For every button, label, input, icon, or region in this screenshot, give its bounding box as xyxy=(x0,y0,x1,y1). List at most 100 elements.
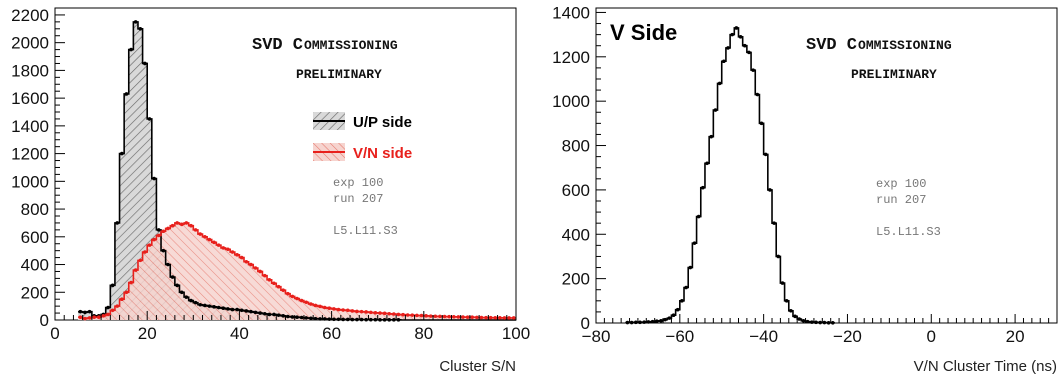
right-y-tick-label: 1200 xyxy=(552,48,590,67)
left-series-1-point xyxy=(281,288,285,292)
left-series-0-point xyxy=(83,310,87,315)
right-y-tick-label: 800 xyxy=(562,137,590,156)
left-x-tick-label: 40 xyxy=(230,324,249,343)
left-series-0-point xyxy=(156,228,161,232)
left-series-1-point xyxy=(138,258,143,263)
left-series-1-point xyxy=(170,223,175,228)
left-series-0-point xyxy=(313,316,318,321)
left-series-0-point xyxy=(143,61,147,66)
right-x-tick-label: −60 xyxy=(665,327,694,346)
right-series-0-point xyxy=(822,320,827,325)
left-series-1-point xyxy=(258,269,262,274)
left-series-1-point xyxy=(433,314,438,319)
right-title: SVD COMMISSIONING xyxy=(806,36,952,55)
right-series-0-point xyxy=(701,185,705,190)
left-preliminary-label: PRELIMINARY xyxy=(296,67,382,82)
left-series-1-point xyxy=(101,314,106,318)
left-series-1-point xyxy=(124,290,129,295)
left-series-0-point xyxy=(267,312,272,317)
left-series-0-point xyxy=(235,307,239,312)
left-series-1-point xyxy=(96,315,101,320)
left-series-0-point xyxy=(115,221,120,225)
left-series-1-point xyxy=(387,311,392,316)
right-series-0-point xyxy=(801,318,806,323)
left-series-0-point xyxy=(133,20,138,24)
left-series-1-point xyxy=(345,308,350,313)
right-y-tick-label: 400 xyxy=(562,225,590,244)
right-series-0-point xyxy=(709,134,714,139)
left-series-1-point xyxy=(193,228,198,232)
left-series-1-point xyxy=(262,273,267,278)
legend-label-up: U/P side xyxy=(353,114,412,131)
left-series-0-point xyxy=(207,304,212,308)
left-legend: U/P side V/N side xyxy=(313,112,412,162)
left-series-1-point xyxy=(498,315,502,320)
right-series-0-point xyxy=(726,46,730,50)
left-series-0-point xyxy=(322,317,327,321)
left-series-0-point xyxy=(170,275,175,279)
left-series-1-point xyxy=(364,310,368,314)
left-x-tick-label: 0 xyxy=(50,324,59,343)
right-series-0-point xyxy=(797,317,802,321)
left-series-1-point xyxy=(309,302,313,306)
left-series-1-point xyxy=(143,250,147,254)
left-series-0-point xyxy=(262,311,267,316)
right-series-0-point xyxy=(642,320,646,324)
right-chart: −80 −60 −40 −20 0 20 0 200 400 600 800 1000 1200 140… xyxy=(552,3,1058,375)
right-series-0-point xyxy=(629,320,634,325)
left-title: SVD COMMISSIONING xyxy=(252,36,398,55)
right-series-0-point xyxy=(830,320,835,325)
left-series-1-point xyxy=(493,315,498,320)
left-series-0-point xyxy=(318,317,322,321)
left-y-tick-label: 1600 xyxy=(11,89,49,108)
left-series-0-point xyxy=(129,47,133,52)
right-series-0-point xyxy=(638,320,642,325)
left-series-1-point xyxy=(239,255,244,260)
left-series-0-point xyxy=(355,317,359,322)
right-info-exp: exp 100 xyxy=(876,177,926,191)
left-series-0-point xyxy=(244,309,249,313)
left-series-1-point xyxy=(304,300,309,305)
left-x-tick-label: 80 xyxy=(414,324,433,343)
left-series-1-point xyxy=(129,280,133,285)
left-series-1-point xyxy=(484,315,488,320)
left-series-1-point xyxy=(502,316,507,320)
left-series-1-point xyxy=(470,315,475,320)
left-series-1-point xyxy=(110,308,115,313)
left-series-0-point xyxy=(286,314,290,319)
left-series-0-point xyxy=(230,307,235,312)
left-series-1-point xyxy=(461,315,465,319)
left-series-0-point xyxy=(290,315,295,319)
right-series-0-point xyxy=(810,320,814,324)
left-series-0-point xyxy=(166,262,170,267)
left-series-1-point xyxy=(327,306,332,311)
left-series-0-point xyxy=(396,318,401,322)
left-series-0-point xyxy=(239,308,244,313)
right-series-0-point xyxy=(688,265,693,270)
left-info-exp: exp 100 xyxy=(333,176,383,190)
left-series-1-point xyxy=(373,310,378,315)
right-series-0-point xyxy=(692,241,697,245)
right-x-ticks: −80 −60 −40 −20 0 20 xyxy=(582,314,1058,346)
left-series-1-point xyxy=(189,223,193,228)
left-series-1-point xyxy=(410,313,415,317)
left-series-1-point xyxy=(87,316,92,320)
left-series-1-point xyxy=(424,314,428,318)
left-series-1-point xyxy=(401,312,405,317)
left-series-1-point xyxy=(235,253,239,257)
right-series-0-point xyxy=(751,68,755,72)
left-series-0-point xyxy=(106,305,110,310)
left-series-1-point xyxy=(368,310,373,315)
right-series-0-point xyxy=(730,32,735,37)
right-info-module: L5.L11.S3 xyxy=(876,225,941,239)
left-series-0-point xyxy=(184,295,189,299)
left-y-tick-label: 400 xyxy=(21,256,49,275)
left-series-1-point xyxy=(336,307,341,312)
left-series-0-point xyxy=(198,302,203,307)
left-x-tick-label: 20 xyxy=(138,324,157,343)
left-series-0-point xyxy=(253,310,258,315)
left-series-0-point xyxy=(382,318,387,322)
left-y-tick-label: 1200 xyxy=(11,145,49,164)
left-series-1-point xyxy=(166,226,170,231)
